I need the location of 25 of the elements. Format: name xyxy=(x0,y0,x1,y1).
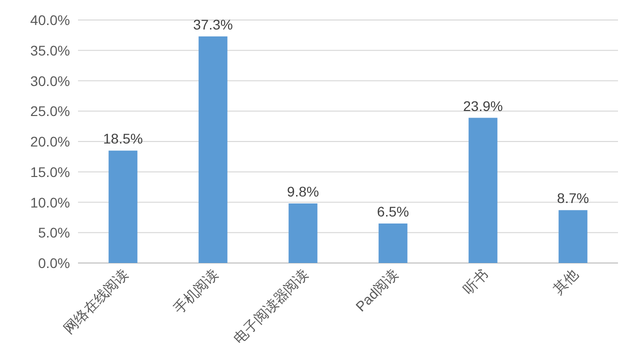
data-label: 9.8% xyxy=(287,183,319,200)
data-label: 37.3% xyxy=(193,16,233,32)
data-label: 23.9% xyxy=(463,98,503,114)
y-tick-label: 0.0% xyxy=(38,255,70,271)
bar xyxy=(558,210,588,263)
bar xyxy=(468,118,498,263)
y-tick-label: 25.0% xyxy=(30,103,70,120)
bar xyxy=(198,36,228,263)
y-tick-label: 10.0% xyxy=(30,194,70,210)
data-label: 18.5% xyxy=(103,130,143,147)
x-tick-label: 手机阅读 xyxy=(170,266,222,317)
y-tick-label: 20.0% xyxy=(30,134,70,150)
x-tick-label: 听书 xyxy=(460,266,492,297)
y-tick-label: 5.0% xyxy=(38,224,70,241)
y-tick-label: 40.0% xyxy=(30,12,70,28)
bar xyxy=(108,150,138,263)
x-tick-label: 电子阅读器阅读 xyxy=(230,266,312,346)
y-tick-label: 35.0% xyxy=(30,42,70,58)
y-tick-label: 15.0% xyxy=(30,164,70,180)
y-tick-label: 30.0% xyxy=(30,72,70,89)
bar xyxy=(288,203,318,263)
data-label: 8.7% xyxy=(557,190,589,206)
x-tick-label: 其他 xyxy=(550,266,582,297)
bar xyxy=(378,224,408,263)
data-label: 6.5% xyxy=(377,204,409,220)
